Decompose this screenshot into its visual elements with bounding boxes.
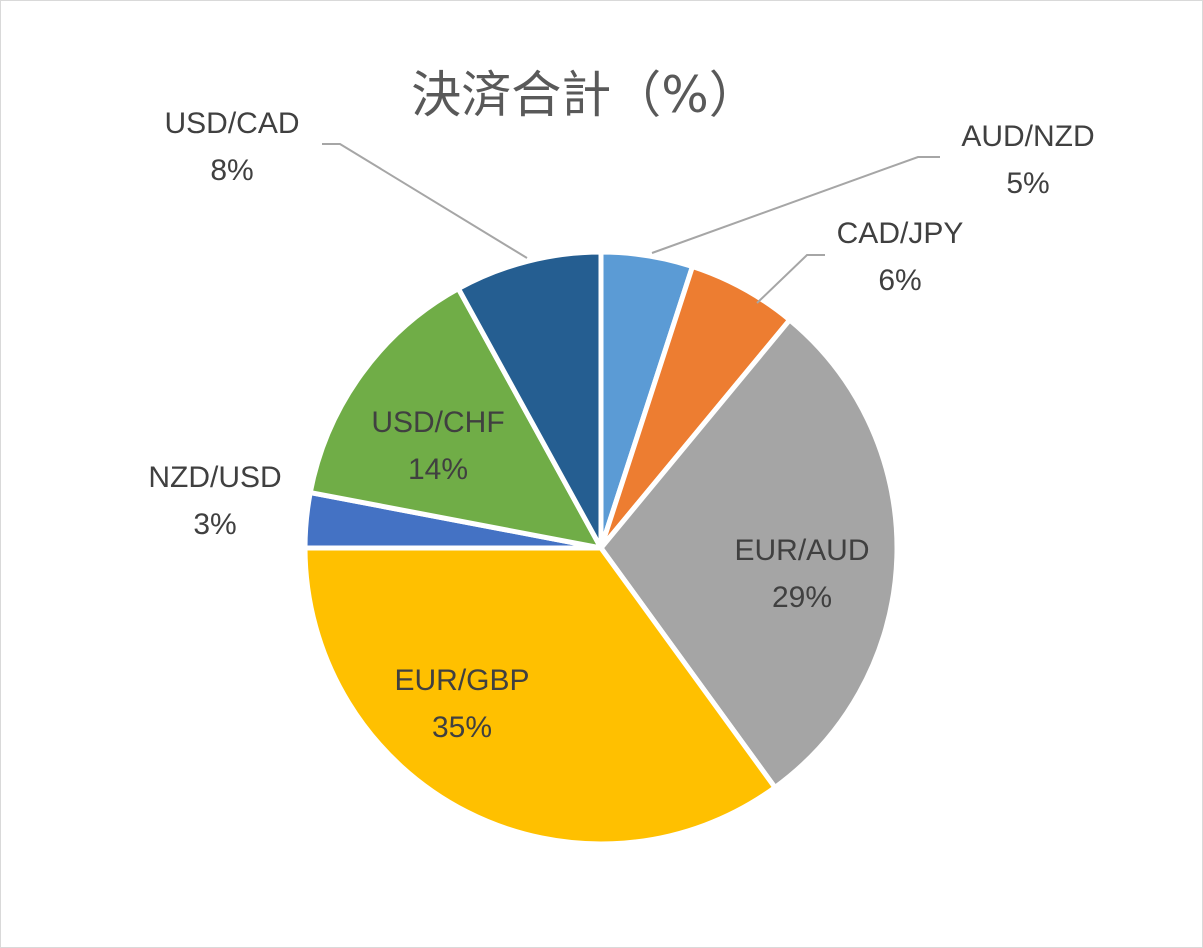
- pie-slice-usd-chf: [307, 286, 604, 551]
- pie-slice-usd-cad: [455, 249, 604, 551]
- slice-label-eur-aud: EUR/AUD: [734, 534, 869, 567]
- slice-label-usd-chf: USD/CHF: [371, 406, 504, 439]
- slice-value-usd-chf: 14%: [408, 453, 468, 486]
- pie-slices: [302, 249, 900, 847]
- slice-value-eur-aud: 29%: [772, 581, 832, 614]
- slice-value-cad-jpy: 6%: [878, 264, 921, 297]
- slice-value-aud-nzd: 5%: [1006, 167, 1049, 200]
- slice-value-nzd-usd: 3%: [193, 508, 236, 541]
- leader-line-cad-jpy: [756, 254, 825, 304]
- chart-title: 決済合計（%）: [411, 66, 759, 124]
- pie-slice-eur-gbp: [302, 545, 778, 847]
- leader-lines: [322, 143, 940, 304]
- pie-slice-eur-aud: [598, 317, 900, 790]
- slice-labels: AUD/NZD 5% CAD/JPY 6% EUR/AUD 29% EUR/GBP 35% NZ…: [148, 107, 1094, 744]
- slice-label-eur-gbp: EUR/GBP: [394, 664, 529, 697]
- slice-value-eur-gbp: 35%: [432, 711, 492, 744]
- leader-line-aud-nzd: [651, 156, 940, 254]
- slice-label-nzd-usd: NZD/USD: [148, 461, 281, 494]
- slice-label-usd-cad: USD/CAD: [164, 107, 299, 140]
- slice-value-usd-cad: 8%: [210, 154, 253, 187]
- leader-line-usd-cad: [322, 143, 528, 259]
- slice-label-aud-nzd: AUD/NZD: [961, 120, 1094, 153]
- slice-label-cad-jpy: CAD/JPY: [837, 217, 964, 250]
